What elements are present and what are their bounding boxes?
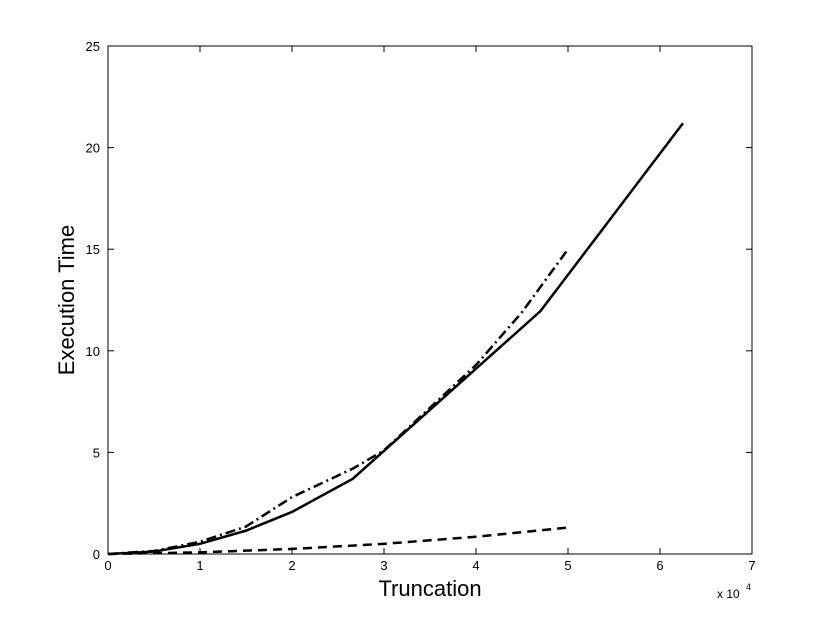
y-axis-title: Execution Time (54, 225, 79, 375)
x-tick-label: 5 (564, 558, 571, 573)
series-line (107, 122, 684, 556)
x-tick-label: 4 (472, 558, 479, 573)
x-tick-label: 1 (196, 558, 203, 573)
series-line (107, 248, 570, 556)
x-tick-label: 7 (748, 558, 755, 573)
y-tick-label: 25 (86, 39, 100, 54)
x-scale-exponent: 4 (746, 582, 751, 592)
x-tick-label: 6 (656, 558, 663, 573)
x-tick-label: 3 (380, 558, 387, 573)
y-tick-label: 10 (86, 344, 100, 359)
y-tick-label: 20 (86, 141, 100, 156)
plot-frame (107, 45, 753, 555)
series-line (107, 526, 569, 556)
x-scale-base: x 10 (717, 587, 740, 601)
x-axis-title: Truncation (378, 576, 481, 601)
y-tick-label: 0 (93, 547, 100, 562)
y-tick-label: 15 (86, 242, 100, 257)
x-tick-label: 2 (288, 558, 295, 573)
x-tick-label: 0 (104, 558, 111, 573)
y-tick-label: 5 (93, 445, 100, 460)
